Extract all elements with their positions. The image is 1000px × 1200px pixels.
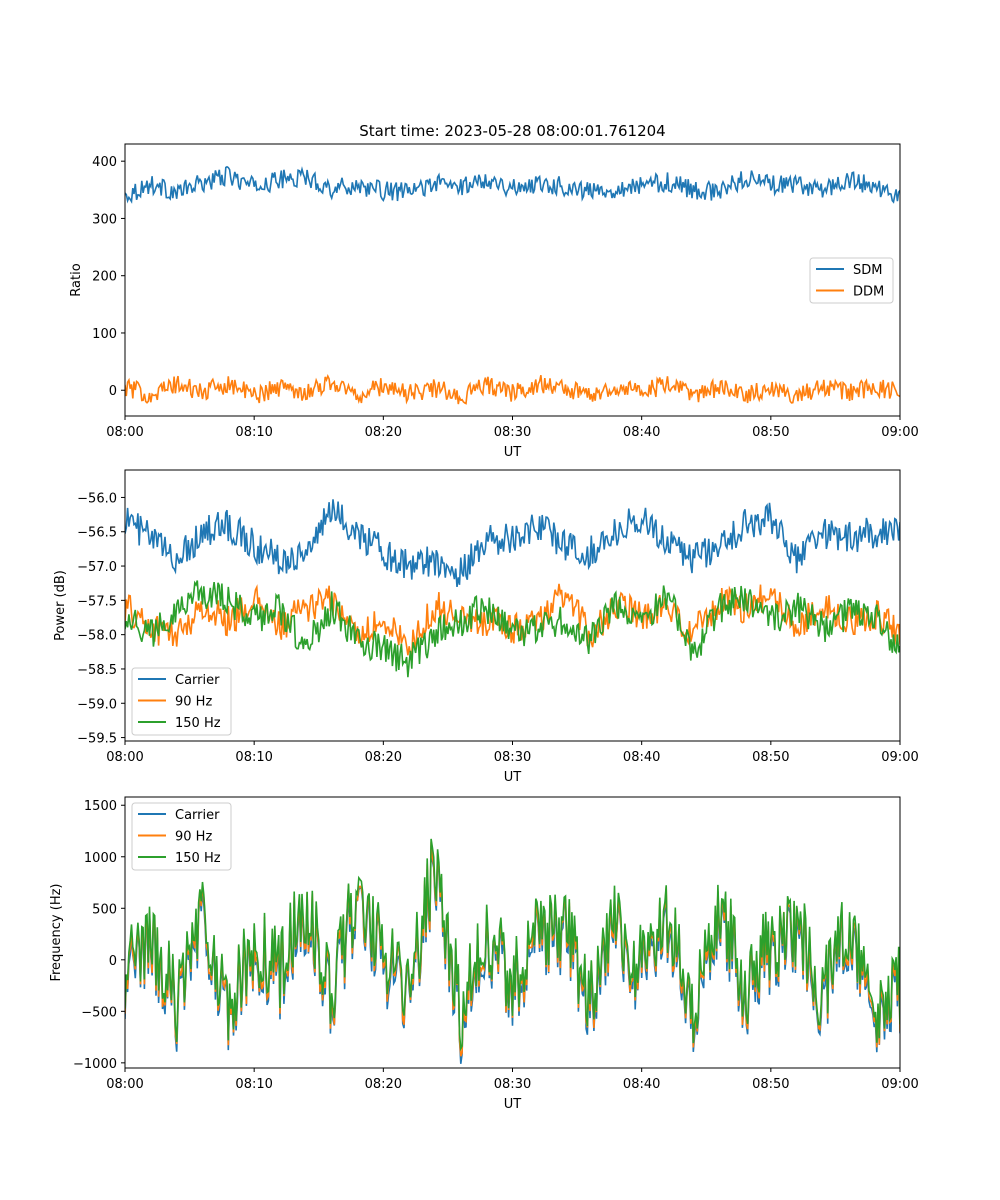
y-tick-label: 100 <box>92 327 117 342</box>
y-axis-label: Ratio <box>69 263 84 296</box>
panel-1: 08:00 08:10 08:20 08:30 08:40 08:50 09:00 0 100 2… <box>69 143 919 460</box>
y-tick-label: 200 <box>92 270 117 285</box>
y-tick-label: 1000 <box>84 851 117 866</box>
x-tick-label: 08:40 <box>623 425 660 440</box>
x-axis-label: UT <box>504 770 522 785</box>
figure-title: Start time: 2023-05-28 08:00:01.761204 <box>359 122 665 140</box>
series-line-ddm <box>125 373 900 405</box>
legend: Carrier 90 Hz 150 Hz <box>131 667 232 736</box>
x-tick-label: 08:00 <box>106 1077 143 1092</box>
x-tick-label: 08:30 <box>494 425 531 440</box>
x-tick-label: 08:20 <box>365 750 402 765</box>
x-tick-label: 08:10 <box>235 750 272 765</box>
y-axis-label: Power (dB) <box>53 570 68 641</box>
y-tick-label: 0 <box>109 954 117 969</box>
legend-label: DDM <box>853 285 884 300</box>
series-line-carrier <box>125 499 900 588</box>
legend: SDM DDM <box>809 257 894 304</box>
series-line-sdm <box>125 165 900 204</box>
x-tick-label: 08:50 <box>752 1077 789 1092</box>
x-tick-label: 09:00 <box>881 1077 918 1092</box>
y-tick-label: −59.0 <box>77 697 117 712</box>
x-tick-label: 08:40 <box>623 1077 660 1092</box>
y-axis-label: Frequency (Hz) <box>49 883 64 981</box>
x-axis-label: UT <box>504 1097 522 1112</box>
y-tick-label: −57.0 <box>77 560 117 575</box>
y-tick-label: −500 <box>81 1005 117 1020</box>
y-tick-label: −1000 <box>73 1057 117 1072</box>
x-tick-label: 08:50 <box>752 425 789 440</box>
series-line-150-hz <box>125 838 900 1052</box>
legend: Carrier 90 Hz 150 Hz <box>131 802 232 871</box>
series-line-carrier <box>125 845 900 1064</box>
legend-label: 150 Hz <box>175 716 221 731</box>
y-tick-label: −56.5 <box>77 526 117 541</box>
legend-label: Carrier <box>175 808 220 823</box>
x-tick-label: 08:10 <box>235 425 272 440</box>
x-tick-label: 08:20 <box>365 425 402 440</box>
y-tick-label: −58.0 <box>77 629 117 644</box>
x-tick-label: 08:30 <box>494 750 531 765</box>
legend-box <box>131 667 232 736</box>
y-tick-label: 400 <box>92 155 117 170</box>
x-tick-label: 08:20 <box>365 1077 402 1092</box>
y-tick-label: −59.5 <box>77 732 117 747</box>
legend-label: SDM <box>853 263 882 278</box>
y-tick-label: 1500 <box>84 799 117 814</box>
legend-label: Carrier <box>175 673 220 688</box>
panel-3: 08:00 08:10 08:20 08:30 08:40 08:50 09:00 −1000… <box>49 796 919 1112</box>
legend-label: 90 Hz <box>175 695 212 710</box>
y-tick-label: 500 <box>92 902 117 917</box>
x-axis-label: UT <box>504 445 522 460</box>
y-tick-label: −58.5 <box>77 663 117 678</box>
y-tick-label: −57.5 <box>77 594 117 609</box>
y-tick-label: 300 <box>92 212 117 227</box>
legend-label: 150 Hz <box>175 851 221 866</box>
x-tick-label: 08:50 <box>752 750 789 765</box>
x-tick-label: 08:30 <box>494 1077 531 1092</box>
legend-label: 90 Hz <box>175 830 212 845</box>
x-tick-label: 08:40 <box>623 750 660 765</box>
series-line-90-hz <box>125 583 900 658</box>
legend-box <box>131 802 232 871</box>
x-tick-label: 08:10 <box>235 1077 272 1092</box>
x-tick-label: 09:00 <box>881 425 918 440</box>
series-line-150-hz <box>125 580 900 678</box>
y-tick-label: 0 <box>109 384 117 399</box>
x-tick-label: 08:00 <box>106 425 143 440</box>
y-tick-label: −56.0 <box>77 491 117 506</box>
x-tick-label: 09:00 <box>881 750 918 765</box>
panel-2: 08:00 08:10 08:20 08:30 08:40 08:50 09:00 −59.5… <box>53 469 919 785</box>
x-tick-label: 08:00 <box>106 750 143 765</box>
